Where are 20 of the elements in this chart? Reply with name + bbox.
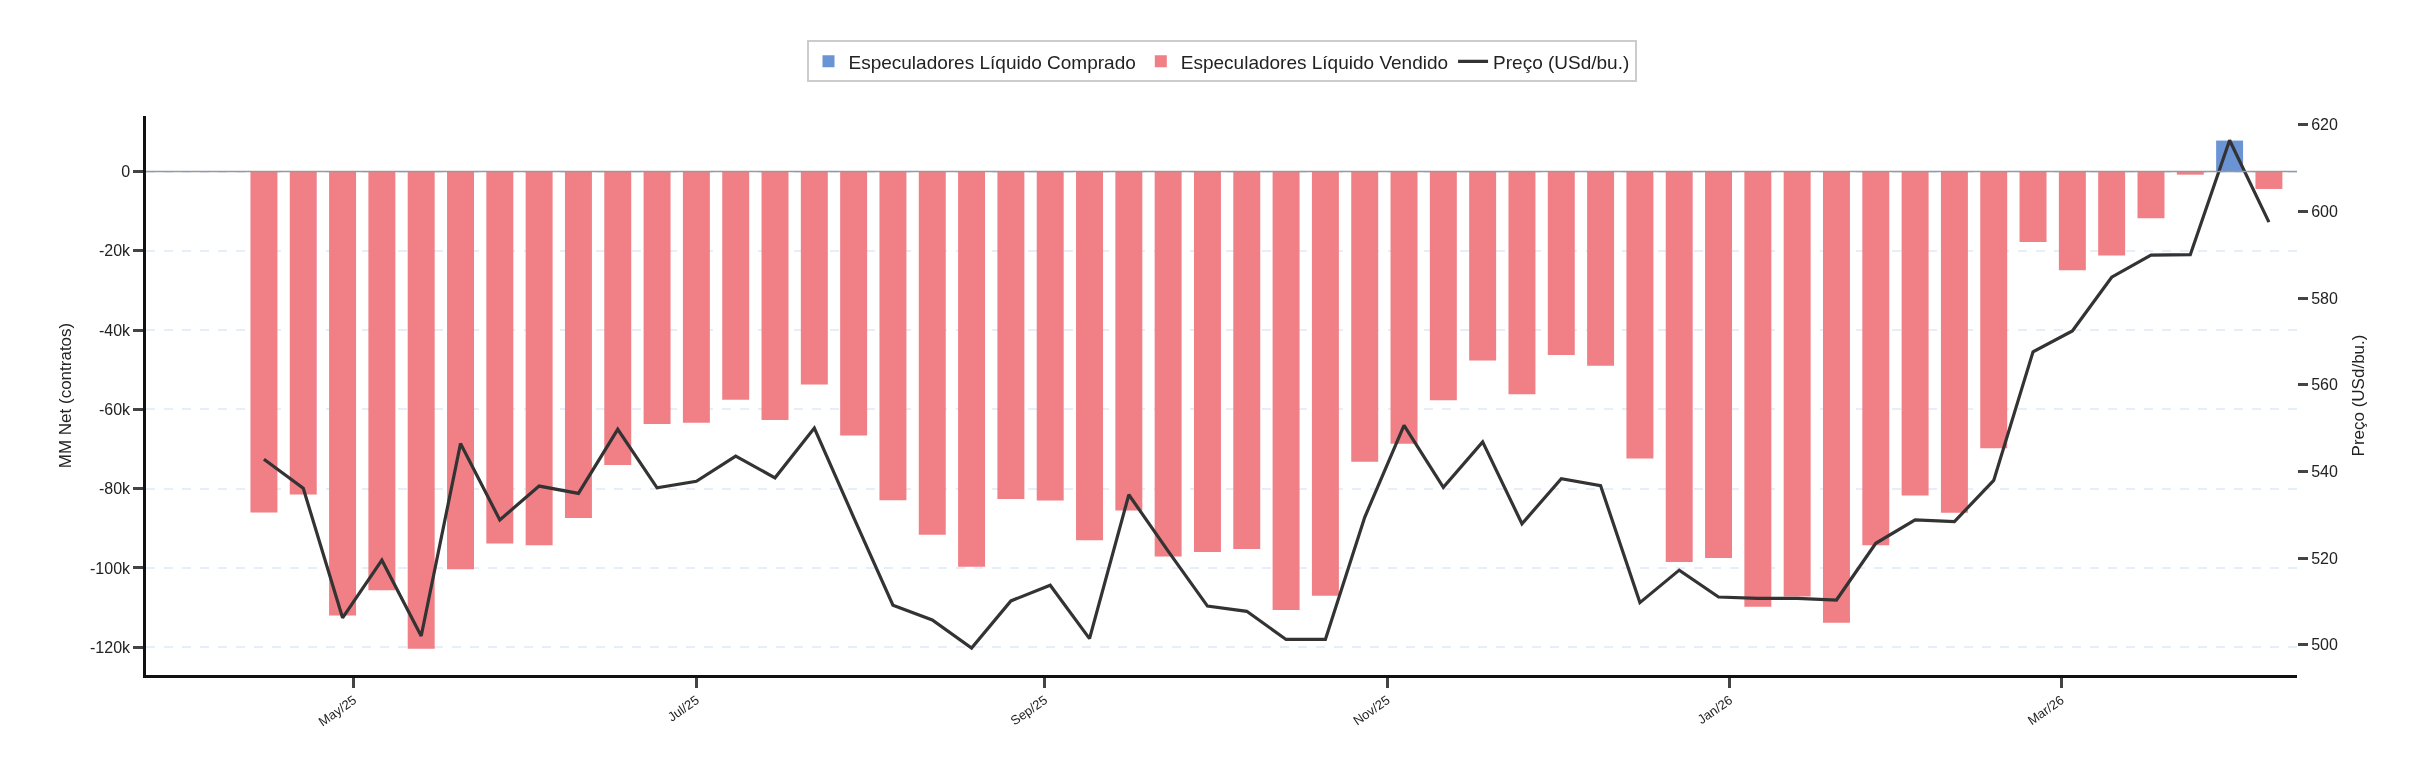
y-tick-label: 0 xyxy=(121,163,131,181)
y-axis-title: MM Net (contratos) xyxy=(55,322,75,469)
y2-tick-label: 500 xyxy=(2311,636,2338,654)
y-tick-label: -40k xyxy=(98,321,132,339)
y2-tick-label: 540 xyxy=(2311,462,2338,480)
y2-tick-label: 600 xyxy=(2311,202,2338,220)
y2-tick-label: 580 xyxy=(2311,289,2338,307)
y-tick-label: -120k xyxy=(90,638,132,656)
legend-label: Especuladores Líquido Comprado xyxy=(848,51,1136,73)
y2-tick-label: 520 xyxy=(2311,549,2338,567)
y2-tick-label: 620 xyxy=(2311,116,2338,134)
y-tick-label: -100k xyxy=(90,559,132,577)
y-tick-label: -20k xyxy=(98,242,132,260)
line-series xyxy=(262,138,2271,650)
y2-axis-title: Preço (USd/bu.) xyxy=(2349,334,2369,457)
legend-label: Especuladores Líquido Vendido xyxy=(1180,51,1449,73)
y2-tick-label: 560 xyxy=(2311,376,2338,394)
y-tick-label: -60k xyxy=(98,400,132,418)
y-tick-label: -80k xyxy=(98,480,132,498)
legend-label: Preço (USd/bu.) xyxy=(1493,51,1630,73)
